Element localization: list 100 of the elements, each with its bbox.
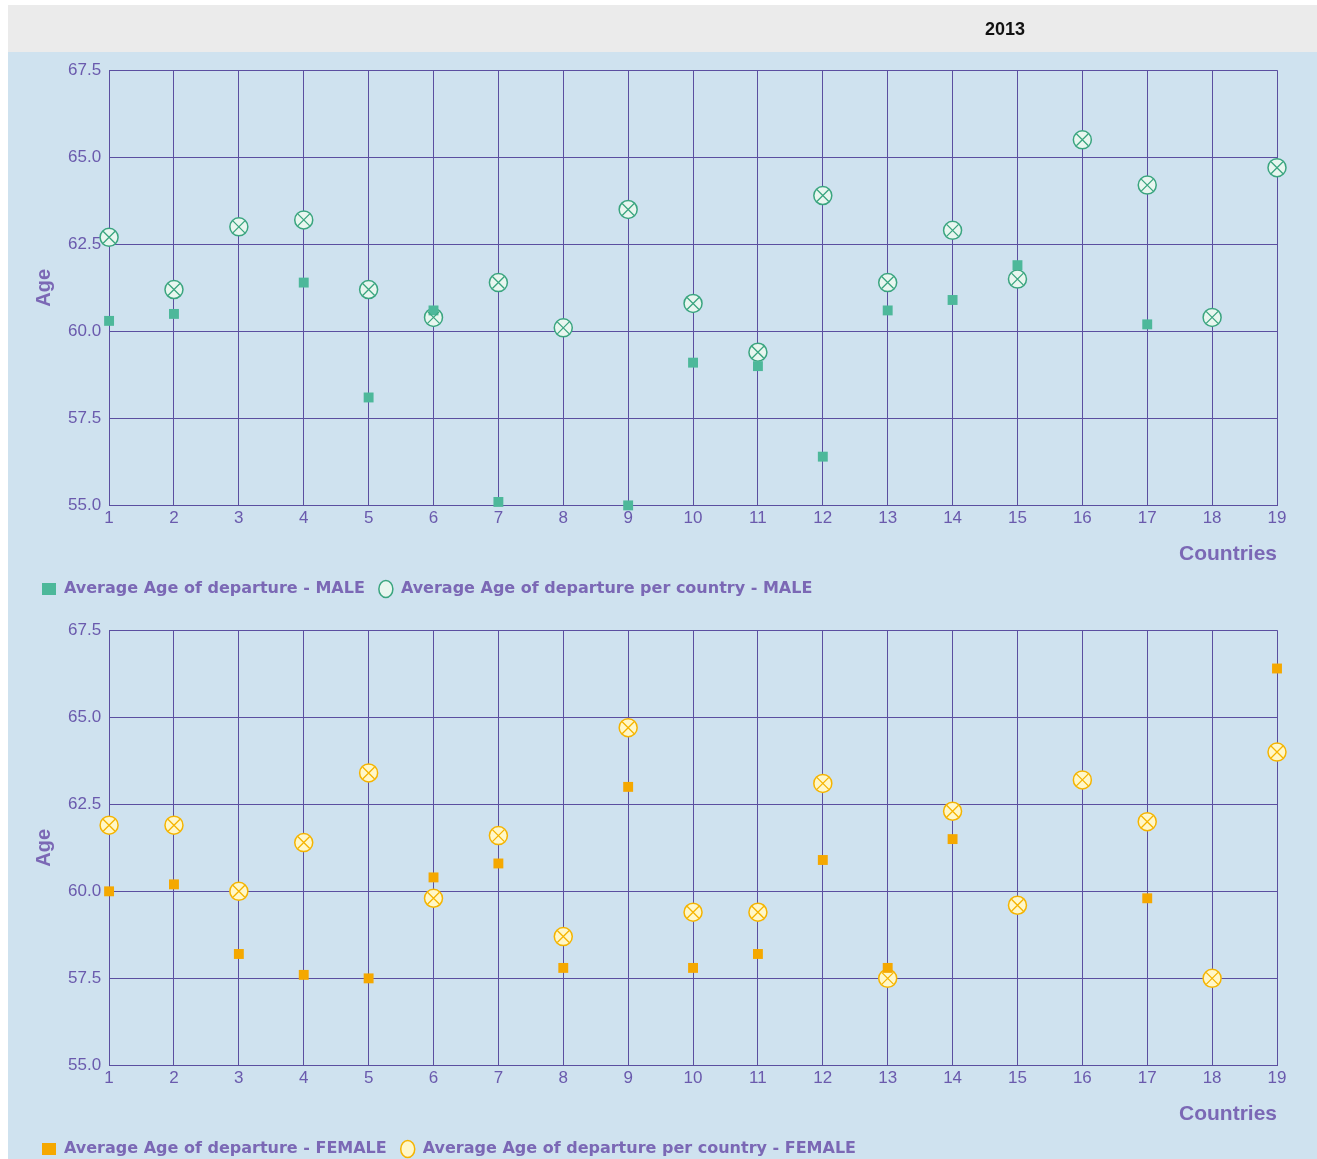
point <box>1072 770 1093 790</box>
x-tick-label: 16 <box>1072 508 1092 528</box>
x-axis-title: Countries <box>1178 1101 1277 1125</box>
point <box>882 962 893 973</box>
x-tick-label: 19 <box>1267 1068 1287 1088</box>
x-tick-label: 17 <box>1137 1068 1157 1088</box>
x-tick-label: 5 <box>363 508 374 528</box>
x-tick-label: 14 <box>943 1068 963 1088</box>
y-tick-label: 60.0 <box>67 881 102 901</box>
point <box>1272 663 1282 674</box>
y-tick-label: 67.5 <box>67 619 102 639</box>
point <box>817 451 828 462</box>
x-tick-label: 13 <box>878 508 898 528</box>
x-tick-label: 4 <box>299 1068 309 1088</box>
point <box>882 305 893 316</box>
x-tick-label: 18 <box>1202 1068 1222 1088</box>
x-axis-title: Countries <box>1178 541 1277 565</box>
point <box>688 962 698 973</box>
point <box>169 879 179 890</box>
x-tick-label: 15 <box>1008 508 1027 528</box>
x-tick-label: 16 <box>1072 1068 1092 1088</box>
x-tick-label: 1 <box>104 1068 114 1088</box>
x-tick-label: 12 <box>813 1068 833 1088</box>
legend-label: Average Age of departure per country - MALE <box>400 578 813 598</box>
y-tick-label: 62.5 <box>67 233 102 253</box>
point <box>558 962 569 973</box>
point <box>1012 260 1023 271</box>
point <box>298 277 309 288</box>
x-tick-label: 9 <box>623 1068 633 1088</box>
point <box>942 220 963 241</box>
legend-label: Average Age of departure - MALE <box>64 578 365 598</box>
point <box>752 949 763 959</box>
x-tick-label: 4 <box>299 508 309 528</box>
point <box>363 973 374 984</box>
x-tick-label: 2 <box>169 1068 179 1088</box>
x-tick-label: 11 <box>749 1068 767 1088</box>
legend-label: Average Age of departure - FEMALE <box>64 1138 387 1158</box>
point <box>1142 893 1153 904</box>
y-tick-label: 65.0 <box>67 706 102 726</box>
y-tick-label: 55.0 <box>67 495 102 515</box>
x-tick-label: 7 <box>493 508 504 528</box>
point <box>104 315 115 326</box>
x-tick-label: 1 <box>104 508 114 528</box>
point <box>293 832 314 853</box>
y-tick-label: 55.0 <box>67 1055 102 1075</box>
x-tick-label: 14 <box>943 508 963 528</box>
y-tick-label: 57.5 <box>67 408 102 428</box>
x-tick-label: 6 <box>428 1068 439 1088</box>
x-tick-label: 11 <box>749 508 767 528</box>
point <box>423 888 444 909</box>
point <box>1202 968 1222 989</box>
point <box>298 969 309 980</box>
x-tick-label: 5 <box>363 1068 374 1088</box>
point <box>553 318 574 338</box>
point <box>817 855 828 865</box>
point <box>688 357 698 368</box>
x-tick-label: 10 <box>683 508 703 528</box>
point <box>363 392 374 403</box>
point <box>229 881 249 902</box>
point <box>623 781 634 792</box>
x-tick-label: 8 <box>558 1068 569 1088</box>
y-axis-title: Age <box>31 828 54 867</box>
x-tick-label: 3 <box>234 1068 244 1088</box>
point <box>1267 157 1287 178</box>
x-tick-label: 10 <box>683 1068 703 1088</box>
point <box>293 210 314 230</box>
x-tick-label: 15 <box>1008 1068 1027 1088</box>
point <box>947 295 958 305</box>
y-tick-label: 67.5 <box>67 59 102 79</box>
x-tick-label: 12 <box>813 508 833 528</box>
point <box>752 361 763 372</box>
point <box>877 272 898 293</box>
point <box>493 496 504 507</box>
x-tick-label: 3 <box>234 508 244 528</box>
point <box>947 834 958 845</box>
point <box>1072 130 1093 150</box>
point <box>169 308 179 319</box>
y-tick-label: 60.0 <box>67 321 102 341</box>
x-tick-label: 19 <box>1267 508 1287 528</box>
point <box>493 858 504 869</box>
x-tick-label: 2 <box>169 508 179 528</box>
point <box>618 717 638 738</box>
y-tick-label: 65.0 <box>67 146 102 166</box>
x-tick-label: 13 <box>878 1068 898 1088</box>
x-tick-label: 7 <box>493 1068 504 1088</box>
x-tick-label: 9 <box>623 508 633 528</box>
point <box>99 227 119 248</box>
x-tick-label: 18 <box>1202 508 1222 528</box>
y-axis-title: Age <box>31 268 54 307</box>
y-tick-label: 62.5 <box>67 793 102 813</box>
point <box>1142 319 1153 330</box>
x-tick-label: 17 <box>1137 508 1157 528</box>
x-tick-label: 8 <box>558 508 569 528</box>
y-tick-label: 57.5 <box>67 968 102 988</box>
point <box>623 500 634 511</box>
point <box>104 886 115 897</box>
point <box>428 872 439 883</box>
point <box>233 949 244 959</box>
x-tick-label: 6 <box>428 508 439 528</box>
point <box>1137 811 1157 832</box>
